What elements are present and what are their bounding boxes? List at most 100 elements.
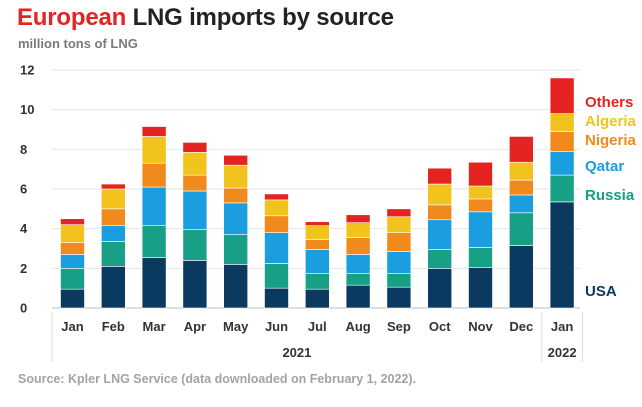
bar-segment-russia (427, 249, 453, 269)
x-tick-label: Sep (387, 319, 411, 334)
x-tick-label: Aug (345, 319, 370, 334)
bar-segment-usa (304, 288, 330, 309)
bar-segment-qatar (549, 151, 575, 176)
bar-segment-qatar (182, 190, 208, 230)
x-tick-label: Jul (308, 319, 327, 334)
bar-segment-others (182, 142, 208, 153)
y-tick-label: 6 (20, 182, 27, 197)
legend-label-russia: Russia (585, 187, 635, 204)
bar-segment-usa (264, 287, 289, 309)
bar-segment-nigeria (264, 215, 289, 233)
bar-segment-russia (60, 268, 85, 290)
bar-segment-usa (60, 288, 85, 309)
y-tick-label: 10 (20, 102, 34, 117)
x-tick-label: Jan (551, 319, 573, 334)
bar-segment-others (264, 193, 289, 201)
y-tick-label: 0 (20, 301, 27, 316)
y-tick-label: 4 (20, 221, 28, 236)
legend-label-algeria: Algeria (585, 113, 637, 130)
chart-title: European LNG imports by source (17, 4, 394, 32)
bar-segment-algeria (264, 199, 289, 217)
bar-segment-others (468, 161, 493, 187)
x-tick-label: Mar (143, 319, 166, 334)
bar-segment-usa (101, 266, 126, 309)
x-tick-label: Jan (61, 319, 83, 334)
bar-segment-algeria (182, 152, 208, 176)
bar-segment-russia (264, 263, 289, 289)
bar-segment-russia (141, 225, 167, 258)
y-tick-label: 2 (20, 261, 27, 276)
bar-segment-others (141, 126, 167, 137)
bar-segment-usa (141, 257, 167, 309)
bar-segment-usa (386, 286, 412, 309)
bar-segment-others (345, 214, 371, 224)
bar-segment-qatar (304, 249, 330, 274)
bar-segment-qatar (345, 254, 371, 274)
bar-segment-russia (345, 272, 371, 286)
bar-segment-algeria (304, 225, 330, 240)
bar-segment-nigeria (182, 174, 208, 192)
bar-segment-russia (101, 241, 126, 267)
chart-title-rest: LNG imports by source (132, 4, 394, 31)
bar-segment-algeria (427, 183, 453, 206)
legend-label-usa: USA (585, 283, 617, 300)
bar-segment-usa (508, 245, 534, 309)
bar-segment-qatar (386, 251, 412, 274)
bar-segment-qatar (264, 232, 289, 264)
year-label: 2021 (282, 345, 311, 360)
legend-label-others: Others (585, 94, 633, 111)
year-label: 2022 (548, 345, 577, 360)
bar-segment-qatar (101, 225, 126, 242)
bar-segment-nigeria (60, 242, 85, 255)
x-tick-label: May (223, 319, 249, 334)
bar-segment-qatar (508, 194, 534, 214)
bar-segment-usa (223, 264, 248, 309)
bar-segment-algeria (101, 188, 126, 210)
bar-segment-algeria (549, 113, 575, 132)
bar-segment-algeria (468, 185, 493, 200)
bar-segment-nigeria (101, 208, 126, 226)
bar-segment-algeria (345, 222, 371, 238)
bar-segment-russia (468, 247, 493, 268)
bar-segment-others (549, 77, 575, 114)
bar-segment-qatar (223, 202, 248, 235)
bar-segment-nigeria (549, 131, 575, 152)
x-tick-label: Apr (184, 319, 206, 334)
bar-segment-usa (427, 268, 453, 309)
chart-title-accent: European (17, 4, 127, 31)
bar-segment-usa (549, 201, 575, 309)
legend-label-nigeria: Nigeria (585, 132, 637, 149)
bar-segment-russia (549, 174, 575, 203)
bar-segment-russia (223, 234, 248, 265)
legend-label-qatar: Qatar (585, 158, 624, 175)
bar-segment-others (60, 218, 85, 225)
bar-segment-russia (304, 272, 330, 290)
bar-segment-algeria (223, 164, 248, 189)
bar-segment-usa (345, 284, 371, 309)
bar-segment-russia (508, 212, 534, 246)
bar-segment-qatar (141, 186, 167, 226)
bar-segment-algeria (60, 224, 85, 243)
bar-segment-russia (182, 229, 208, 261)
bar-segment-others (508, 136, 534, 163)
bar-segment-qatar (60, 254, 85, 269)
bar-segment-qatar (427, 219, 453, 250)
bar-segment-nigeria (427, 204, 453, 221)
x-tick-label: Feb (102, 319, 125, 334)
bar-segment-nigeria (141, 162, 167, 188)
x-tick-label: Nov (468, 319, 493, 334)
bar-segment-nigeria (468, 198, 493, 213)
bar-segment-nigeria (508, 179, 534, 196)
y-tick-label: 12 (20, 63, 34, 78)
bar-segment-algeria (141, 136, 167, 164)
bar-segment-nigeria (345, 237, 371, 255)
bar-segment-russia (386, 272, 412, 288)
bar-segment-usa (468, 267, 493, 309)
x-tick-label: Dec (509, 319, 533, 334)
bar-segment-nigeria (223, 187, 248, 204)
x-tick-label: Oct (429, 319, 451, 334)
bar-segment-others (427, 167, 453, 185)
bar-segment-nigeria (304, 239, 330, 250)
x-tick-label: Jun (265, 319, 288, 334)
